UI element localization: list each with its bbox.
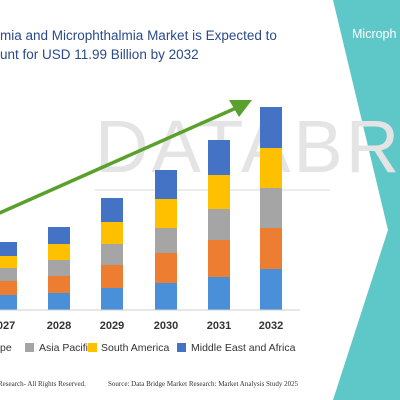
bar-segment-2032-s3 <box>260 148 282 188</box>
bar-segment-2030-s2 <box>155 228 177 253</box>
legend-label-0: pe <box>0 342 12 354</box>
bar-segment-027-s4 <box>0 242 17 256</box>
bar-segment-2031-s4 <box>208 140 230 175</box>
bar-segment-2029-s4 <box>101 198 123 222</box>
bar-segment-2031-s0 <box>208 277 230 310</box>
trend-arrow <box>0 100 252 215</box>
x-tick-027: 027 <box>0 320 15 332</box>
bar-segment-2028-s2 <box>48 260 70 276</box>
x-tick-labels: 027 2028 2029 2030 2031 2032 <box>0 320 283 332</box>
legend-label-3: Middle East and Africa <box>191 342 296 354</box>
x-tick-2031: 2031 <box>207 320 231 332</box>
bar-group <box>0 107 282 310</box>
bar-segment-027-s0 <box>0 295 17 310</box>
legend-swatch-2 <box>88 343 97 352</box>
bar-segment-2029-s2 <box>101 244 123 265</box>
bar-segment-2031-s2 <box>208 209 230 240</box>
legend-label-1: Asia Pacific <box>39 342 93 354</box>
bar-segment-2028-s1 <box>48 276 70 293</box>
bar-segment-027-s1 <box>0 281 17 295</box>
trend-arrow-shaft <box>0 106 238 215</box>
legend-swatch-3 <box>177 343 186 352</box>
bar-segment-027-s2 <box>0 268 17 281</box>
bar-segment-2030-s3 <box>155 199 177 228</box>
side-panel <box>333 0 400 400</box>
bar-segment-2030-s0 <box>155 283 177 310</box>
chart-title: mia and Microphthalmia Market is Expecte… <box>0 26 300 64</box>
bar-segment-2029-s3 <box>101 222 123 244</box>
legend: pe Asia Pacific South America Middle East a… <box>0 342 296 354</box>
bar-segment-2029-s0 <box>101 288 123 310</box>
bar-segment-2030-s4 <box>155 170 177 199</box>
bar-segment-2031-s3 <box>208 175 230 209</box>
x-tick-2029: 2029 <box>100 320 124 332</box>
bar-segment-2028-s4 <box>48 227 70 244</box>
x-tick-2028: 2028 <box>47 320 71 332</box>
bar-segment-2032-s2 <box>260 188 282 228</box>
bar-segment-2029-s1 <box>101 265 123 288</box>
bar-segment-2032-s4 <box>260 107 282 148</box>
watermark-logo: DATABRIDGE <box>95 105 400 188</box>
bar-segment-2030-s1 <box>155 253 177 283</box>
bar-segment-2028-s3 <box>48 244 70 260</box>
title-line-2: unt for USD 11.99 Billion by 2032 <box>0 47 199 62</box>
footer-source: Source: Data Bridge Market Research: Mar… <box>108 380 299 388</box>
side-panel-title: Microph <box>352 27 397 41</box>
bar-segment-2032-s1 <box>260 228 282 269</box>
trend-arrow-head <box>229 100 252 117</box>
bar-segment-2031-s1 <box>208 240 230 277</box>
legend-label-2: South America <box>101 342 169 354</box>
bar-segment-2032-s0 <box>260 269 282 310</box>
title-line-1: mia and Microphthalmia Market is Expecte… <box>0 28 277 43</box>
x-tick-2032: 2032 <box>259 320 283 332</box>
x-tick-2030: 2030 <box>154 320 178 332</box>
legend-swatch-1 <box>25 343 34 352</box>
bar-segment-2028-s0 <box>48 293 70 310</box>
footer-copyright: Research- All Rights Reserved. <box>0 380 86 388</box>
bar-segment-027-s3 <box>0 256 17 268</box>
